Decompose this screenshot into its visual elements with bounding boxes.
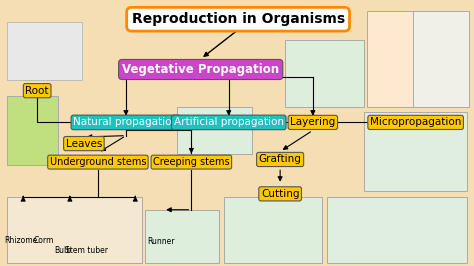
Text: Bulb: Bulb: [55, 246, 72, 255]
FancyBboxPatch shape: [177, 107, 252, 154]
Text: Corm: Corm: [34, 236, 55, 245]
FancyBboxPatch shape: [224, 197, 322, 263]
Text: Rhizome: Rhizome: [4, 236, 37, 245]
FancyBboxPatch shape: [413, 11, 469, 107]
Text: Vegetative Propagation: Vegetative Propagation: [122, 63, 279, 76]
FancyBboxPatch shape: [7, 96, 58, 165]
Text: Grafting: Grafting: [259, 155, 301, 164]
Text: Layering: Layering: [290, 117, 336, 127]
FancyBboxPatch shape: [327, 197, 467, 263]
Text: Stem tuber: Stem tuber: [65, 246, 108, 255]
Text: Creeping stems: Creeping stems: [153, 157, 230, 167]
Text: Reproduction in Organisms: Reproduction in Organisms: [131, 12, 345, 26]
FancyBboxPatch shape: [366, 11, 413, 107]
Text: Root: Root: [26, 86, 49, 96]
FancyBboxPatch shape: [7, 197, 142, 263]
Text: Runner: Runner: [147, 237, 175, 246]
FancyBboxPatch shape: [364, 112, 467, 191]
Text: Natural propagation: Natural propagation: [73, 117, 179, 127]
Text: Micropropagation: Micropropagation: [370, 117, 461, 127]
FancyBboxPatch shape: [285, 40, 364, 107]
Text: Cutting: Cutting: [261, 189, 300, 199]
FancyBboxPatch shape: [7, 22, 82, 80]
Text: Artificial propagation: Artificial propagation: [174, 117, 284, 127]
Text: Underground stems: Underground stems: [50, 157, 146, 167]
FancyBboxPatch shape: [145, 210, 219, 263]
Text: Leaves: Leaves: [66, 139, 102, 149]
